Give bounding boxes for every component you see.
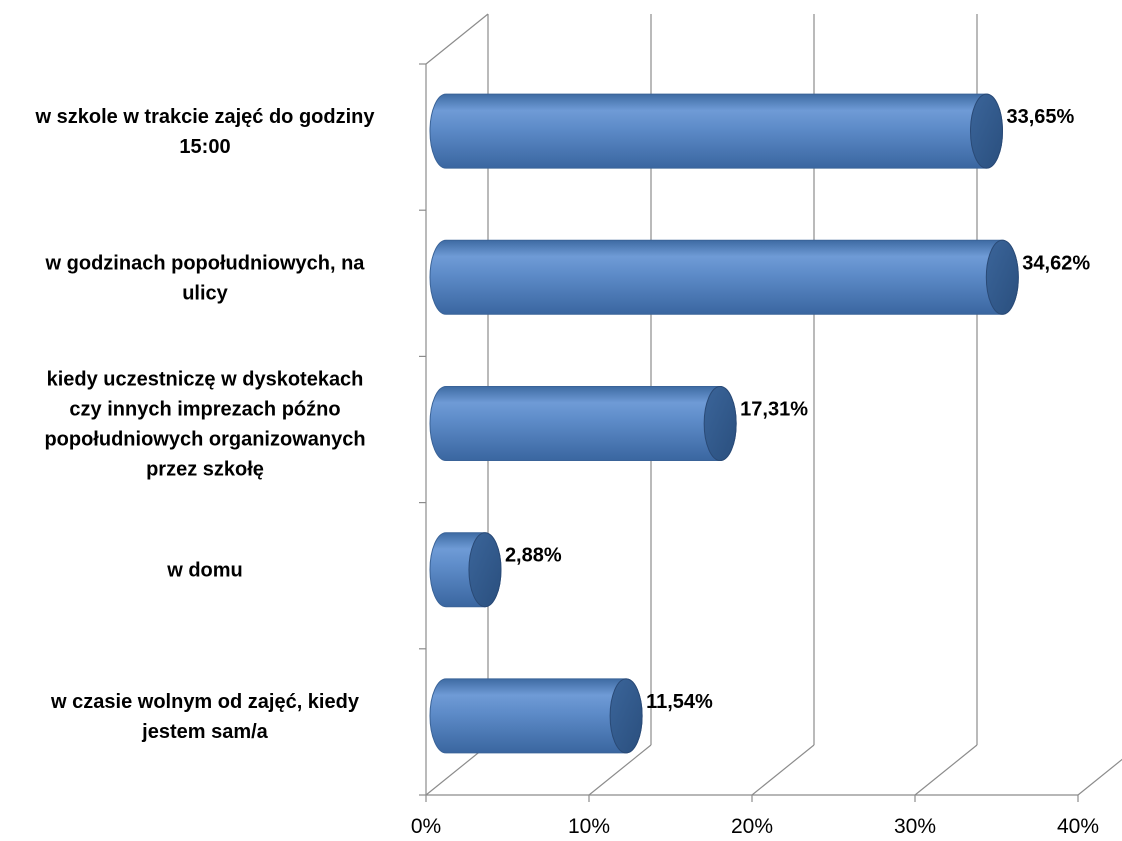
x-tick-label: 40% bbox=[1057, 815, 1099, 838]
category-label-line: w godzinach popołudniowych, na bbox=[45, 252, 366, 274]
x-axis: 0% 10% 20% 30% 40% bbox=[411, 63, 1099, 838]
category-label-line: przez szkołę bbox=[146, 459, 264, 481]
gridline-floor bbox=[588, 744, 652, 796]
bar bbox=[429, 239, 1019, 315]
bar bbox=[429, 386, 737, 461]
bar-body bbox=[429, 386, 737, 461]
bar-cap bbox=[468, 532, 502, 608]
x-tick-label: 0% bbox=[411, 815, 441, 838]
data-label: 34,62% bbox=[1022, 252, 1090, 274]
category-label-line: ulicy bbox=[182, 282, 228, 304]
bars bbox=[429, 93, 1019, 754]
category-label: w szkole w trakcie zajęć do godziny 15:00 bbox=[35, 106, 376, 158]
category-label: w czasie wolnym od zajęć, kiedy jestem sa… bbox=[50, 691, 360, 743]
category-label-line: jestem sam/a bbox=[141, 721, 269, 743]
x-tick-label: 10% bbox=[568, 815, 610, 838]
bar-body bbox=[429, 93, 1003, 169]
category-label: w domu bbox=[166, 560, 243, 582]
gridline-floor bbox=[751, 744, 815, 796]
category-label: w godzinach popołudniowych, na ulicy bbox=[45, 252, 366, 304]
category-label-line: w czasie wolnym od zajęć, kiedy bbox=[50, 691, 360, 713]
bar-cap bbox=[609, 678, 643, 754]
bar-body bbox=[429, 239, 1019, 315]
side-wall-top-edge bbox=[425, 13, 489, 65]
bar-cap bbox=[703, 386, 737, 461]
bar bbox=[429, 93, 1003, 169]
data-label: 2,88% bbox=[505, 545, 562, 567]
data-label: 11,54% bbox=[646, 691, 713, 713]
gridline-floor bbox=[914, 744, 978, 796]
x-tick-label: 20% bbox=[731, 815, 773, 838]
category-label-line: 15:00 bbox=[179, 136, 230, 158]
gridline-floor bbox=[1077, 758, 1122, 796]
data-label: 17,31% bbox=[740, 399, 808, 421]
category-label-line: czy innych imprezach późno bbox=[69, 399, 340, 421]
category-label-line: popołudniowych organizowanych bbox=[44, 429, 365, 451]
x-tick-label: 30% bbox=[894, 815, 936, 838]
category-label-line: kiedy uczestniczę w dyskotekach bbox=[47, 369, 364, 391]
category-label-line: w domu bbox=[166, 560, 243, 582]
bar-cap bbox=[969, 93, 1003, 169]
bar bbox=[429, 678, 643, 754]
labels: 33,65% w szkole w trakcie zajęć do godzin… bbox=[35, 106, 1091, 743]
data-label: 33,65% bbox=[1006, 106, 1074, 128]
bar-cap bbox=[985, 239, 1019, 315]
category-label: kiedy uczestniczę w dyskotekach czy innyc… bbox=[44, 369, 365, 481]
bar bbox=[429, 532, 502, 608]
category-label-line: w szkole w trakcie zajęć do godziny bbox=[35, 106, 376, 128]
